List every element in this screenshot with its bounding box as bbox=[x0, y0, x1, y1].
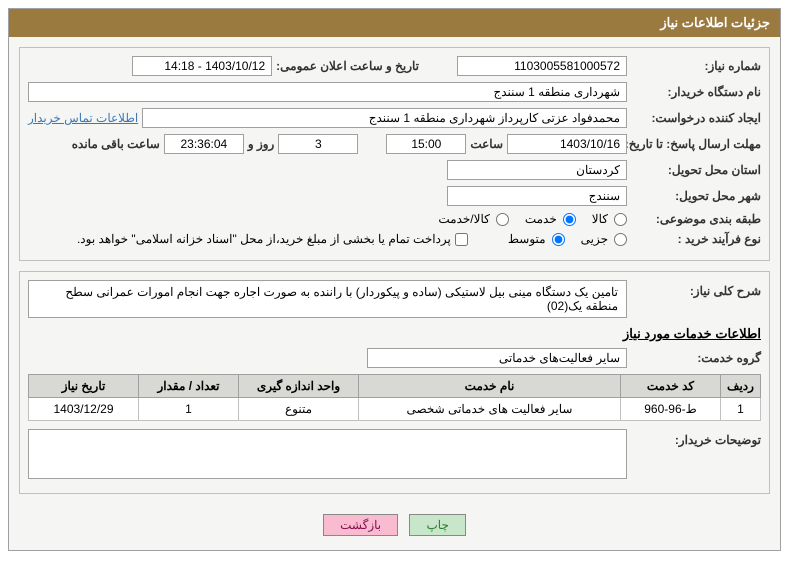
th-qty: تعداد / مقدار bbox=[139, 375, 239, 398]
deadline-label: مهلت ارسال پاسخ: تا تاریخ: bbox=[631, 137, 761, 151]
th-unit: واحد اندازه گیری bbox=[239, 375, 359, 398]
city-label: شهر محل تحویل: bbox=[631, 189, 761, 203]
radio-medium[interactable] bbox=[552, 233, 565, 246]
purchase-type-radios: جزیی متوسط bbox=[496, 232, 627, 246]
print-button[interactable]: چاپ bbox=[409, 514, 465, 536]
radio-medium-label: متوسط bbox=[508, 232, 546, 246]
radio-service[interactable] bbox=[563, 213, 576, 226]
deadline-date: 1403/10/16 bbox=[507, 134, 627, 154]
category-radios: کالا خدمت کالا/خدمت bbox=[426, 212, 627, 226]
td-date: 1403/12/29 bbox=[29, 398, 139, 421]
main-panel: جزئیات اطلاعات نیاز شماره نیاز: 11030055… bbox=[8, 8, 781, 551]
th-name: نام خدمت bbox=[359, 375, 621, 398]
buyer-org-value: شهرداری منطقه 1 سنندج bbox=[28, 82, 627, 102]
announce-label: تاریخ و ساعت اعلان عمومی: bbox=[276, 59, 419, 73]
th-date: تاریخ نیاز bbox=[29, 375, 139, 398]
need-number-label: شماره نیاز: bbox=[631, 59, 761, 73]
general-desc-value: تامین یک دستگاه مینی بیل لاستیکی (ساده و… bbox=[28, 280, 627, 318]
time-label: ساعت bbox=[470, 137, 503, 151]
buyer-org-label: نام دستگاه خریدار: bbox=[631, 85, 761, 99]
services-table: ردیف کد خدمت نام خدمت واحد اندازه گیری ت… bbox=[28, 374, 761, 421]
td-row: 1 bbox=[721, 398, 761, 421]
requester-value: محمدفواد عزتی کارپرداز شهرداری منطقه 1 س… bbox=[142, 108, 627, 128]
payment-note-wrap: پرداخت تمام یا بخشی از مبلغ خرید،از محل … bbox=[77, 232, 468, 246]
announce-value: 1403/10/12 - 14:18 bbox=[132, 56, 272, 76]
th-code: کد خدمت bbox=[621, 375, 721, 398]
radio-service-label: خدمت bbox=[525, 212, 557, 226]
info-section: شماره نیاز: 1103005581000572 تاریخ و ساع… bbox=[19, 47, 770, 261]
need-number-value: 1103005581000572 bbox=[457, 56, 627, 76]
city-value: سنندج bbox=[447, 186, 627, 206]
payment-checkbox[interactable] bbox=[455, 233, 468, 246]
service-group-value: سایر فعالیت‌های خدماتی bbox=[367, 348, 627, 368]
th-row: ردیف bbox=[721, 375, 761, 398]
requester-label: ایجاد کننده درخواست: bbox=[631, 111, 761, 125]
radio-goods-label: کالا bbox=[592, 212, 608, 226]
details-section: شرح کلی نیاز: تامین یک دستگاه مینی بیل ل… bbox=[19, 271, 770, 494]
days-remaining: 3 bbox=[278, 134, 358, 154]
buyer-notes-box bbox=[28, 429, 627, 479]
time-remaining: 23:36:04 bbox=[164, 134, 244, 154]
td-code: ط-96-960 bbox=[621, 398, 721, 421]
category-label: طبقه بندی موضوعی: bbox=[631, 212, 761, 226]
payment-note: پرداخت تمام یا بخشی از مبلغ خرید،از محل … bbox=[77, 232, 451, 246]
general-desc-label: شرح کلی نیاز: bbox=[631, 280, 761, 298]
button-row: چاپ بازگشت bbox=[19, 504, 770, 540]
radio-goods[interactable] bbox=[614, 213, 627, 226]
td-unit: متنوع bbox=[239, 398, 359, 421]
radio-goods-service-label: کالا/خدمت bbox=[438, 212, 489, 226]
province-label: استان محل تحویل: bbox=[631, 163, 761, 177]
panel-title: جزئیات اطلاعات نیاز bbox=[9, 9, 780, 37]
services-section-title: اطلاعات خدمات مورد نیاز bbox=[28, 326, 761, 342]
days-text: روز و bbox=[248, 137, 275, 151]
service-group-label: گروه خدمت: bbox=[631, 351, 761, 365]
purchase-type-label: نوع فرآیند خرید : bbox=[631, 232, 761, 246]
td-name: سایر فعالیت های خدماتی شخصی bbox=[359, 398, 621, 421]
radio-small-label: جزیی bbox=[581, 232, 608, 246]
radio-small[interactable] bbox=[614, 233, 627, 246]
buyer-notes-label: توضیحات خریدار: bbox=[631, 429, 761, 447]
radio-goods-service[interactable] bbox=[496, 213, 509, 226]
back-button[interactable]: بازگشت bbox=[323, 514, 398, 536]
contact-link[interactable]: اطلاعات تماس خریدار bbox=[28, 111, 138, 125]
deadline-time: 15:00 bbox=[386, 134, 466, 154]
remaining-text: ساعت باقی مانده bbox=[72, 137, 160, 151]
td-qty: 1 bbox=[139, 398, 239, 421]
province-value: کردستان bbox=[447, 160, 627, 180]
table-row: 1 ط-96-960 سایر فعالیت های خدماتی شخصی م… bbox=[29, 398, 761, 421]
